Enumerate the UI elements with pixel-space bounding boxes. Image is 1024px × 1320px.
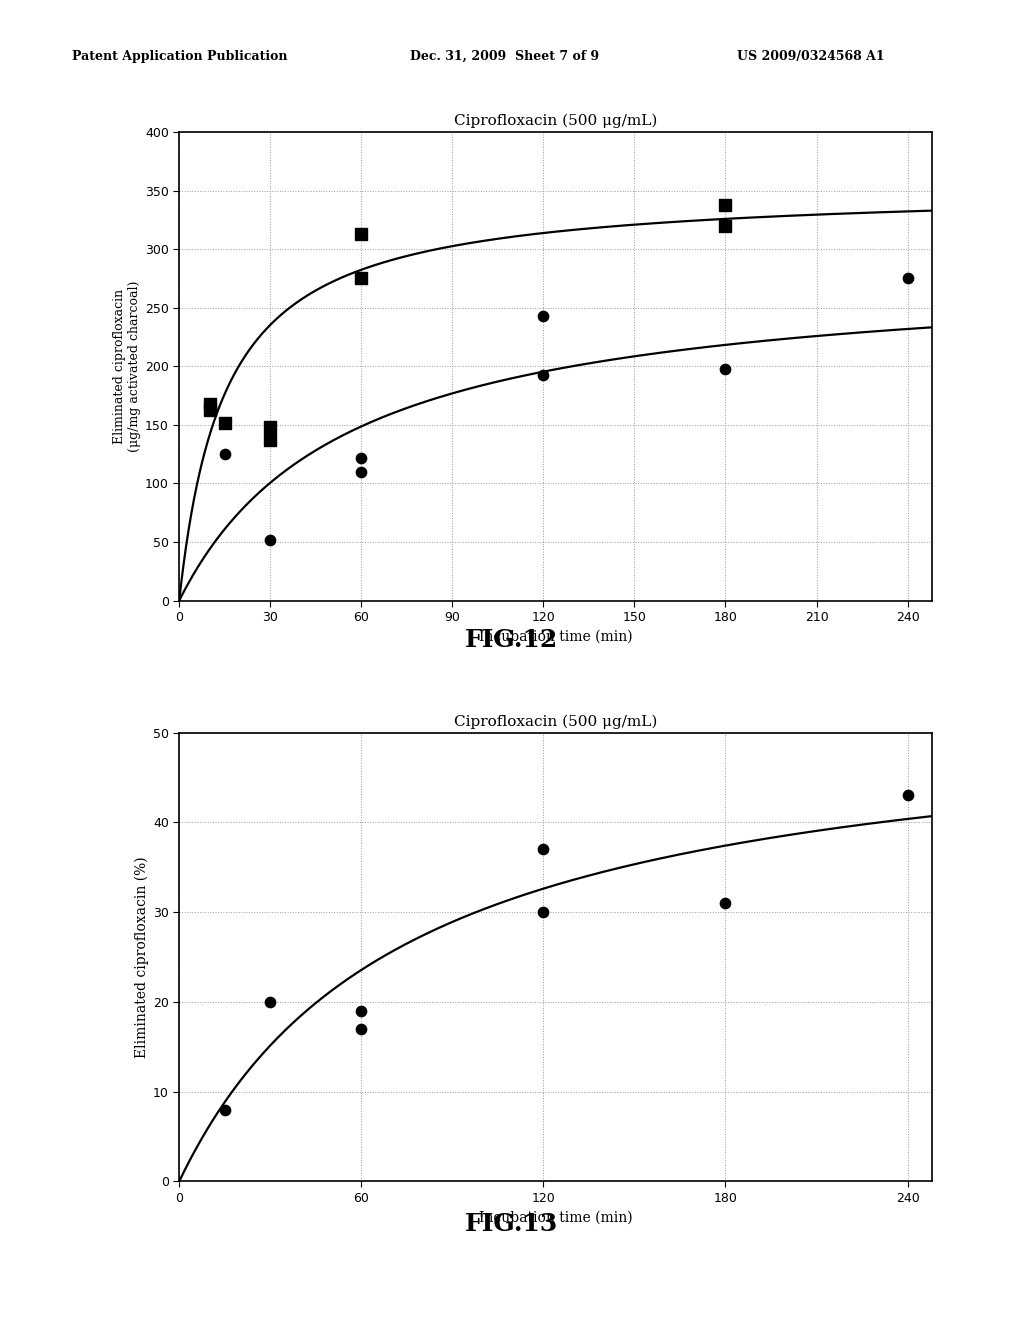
Text: Dec. 31, 2009  Sheet 7 of 9: Dec. 31, 2009 Sheet 7 of 9 <box>410 50 599 63</box>
Point <box>216 412 232 433</box>
Point <box>899 785 915 807</box>
Point <box>353 447 370 469</box>
Title: Ciprofloxacin (500 μg/mL): Ciprofloxacin (500 μg/mL) <box>454 714 657 729</box>
Point <box>536 305 552 326</box>
Point <box>353 268 370 289</box>
Title: Ciprofloxacin (500 μg/mL): Ciprofloxacin (500 μg/mL) <box>454 114 657 128</box>
Text: US 2009/0324568 A1: US 2009/0324568 A1 <box>737 50 885 63</box>
Point <box>717 215 733 236</box>
Text: Patent Application Publication: Patent Application Publication <box>72 50 287 63</box>
Point <box>536 364 552 385</box>
Point <box>717 358 733 379</box>
Point <box>216 1100 232 1121</box>
Y-axis label: Eliminated ciprofloxacin (%): Eliminated ciprofloxacin (%) <box>134 857 148 1057</box>
Point <box>899 268 915 289</box>
Point <box>216 444 232 465</box>
Point <box>353 1018 370 1039</box>
Point <box>262 417 279 438</box>
Point <box>202 399 218 420</box>
Text: FIG.12: FIG.12 <box>465 628 559 652</box>
X-axis label: Incubation time (min): Incubation time (min) <box>478 1210 633 1225</box>
Point <box>717 194 733 215</box>
Point <box>202 393 218 414</box>
Text: FIG.13: FIG.13 <box>465 1212 559 1236</box>
Point <box>536 838 552 859</box>
Point <box>353 461 370 482</box>
Point <box>262 529 279 550</box>
Point <box>353 1001 370 1022</box>
Y-axis label: Eliminated ciprofloxacin
(μg/mg activated charcoal): Eliminated ciprofloxacin (μg/mg activate… <box>113 281 140 451</box>
Point <box>262 429 279 450</box>
Point <box>262 991 279 1012</box>
Point <box>353 223 370 244</box>
Point <box>536 902 552 923</box>
Point <box>717 892 733 913</box>
X-axis label: Incubation time (min): Incubation time (min) <box>478 630 633 644</box>
